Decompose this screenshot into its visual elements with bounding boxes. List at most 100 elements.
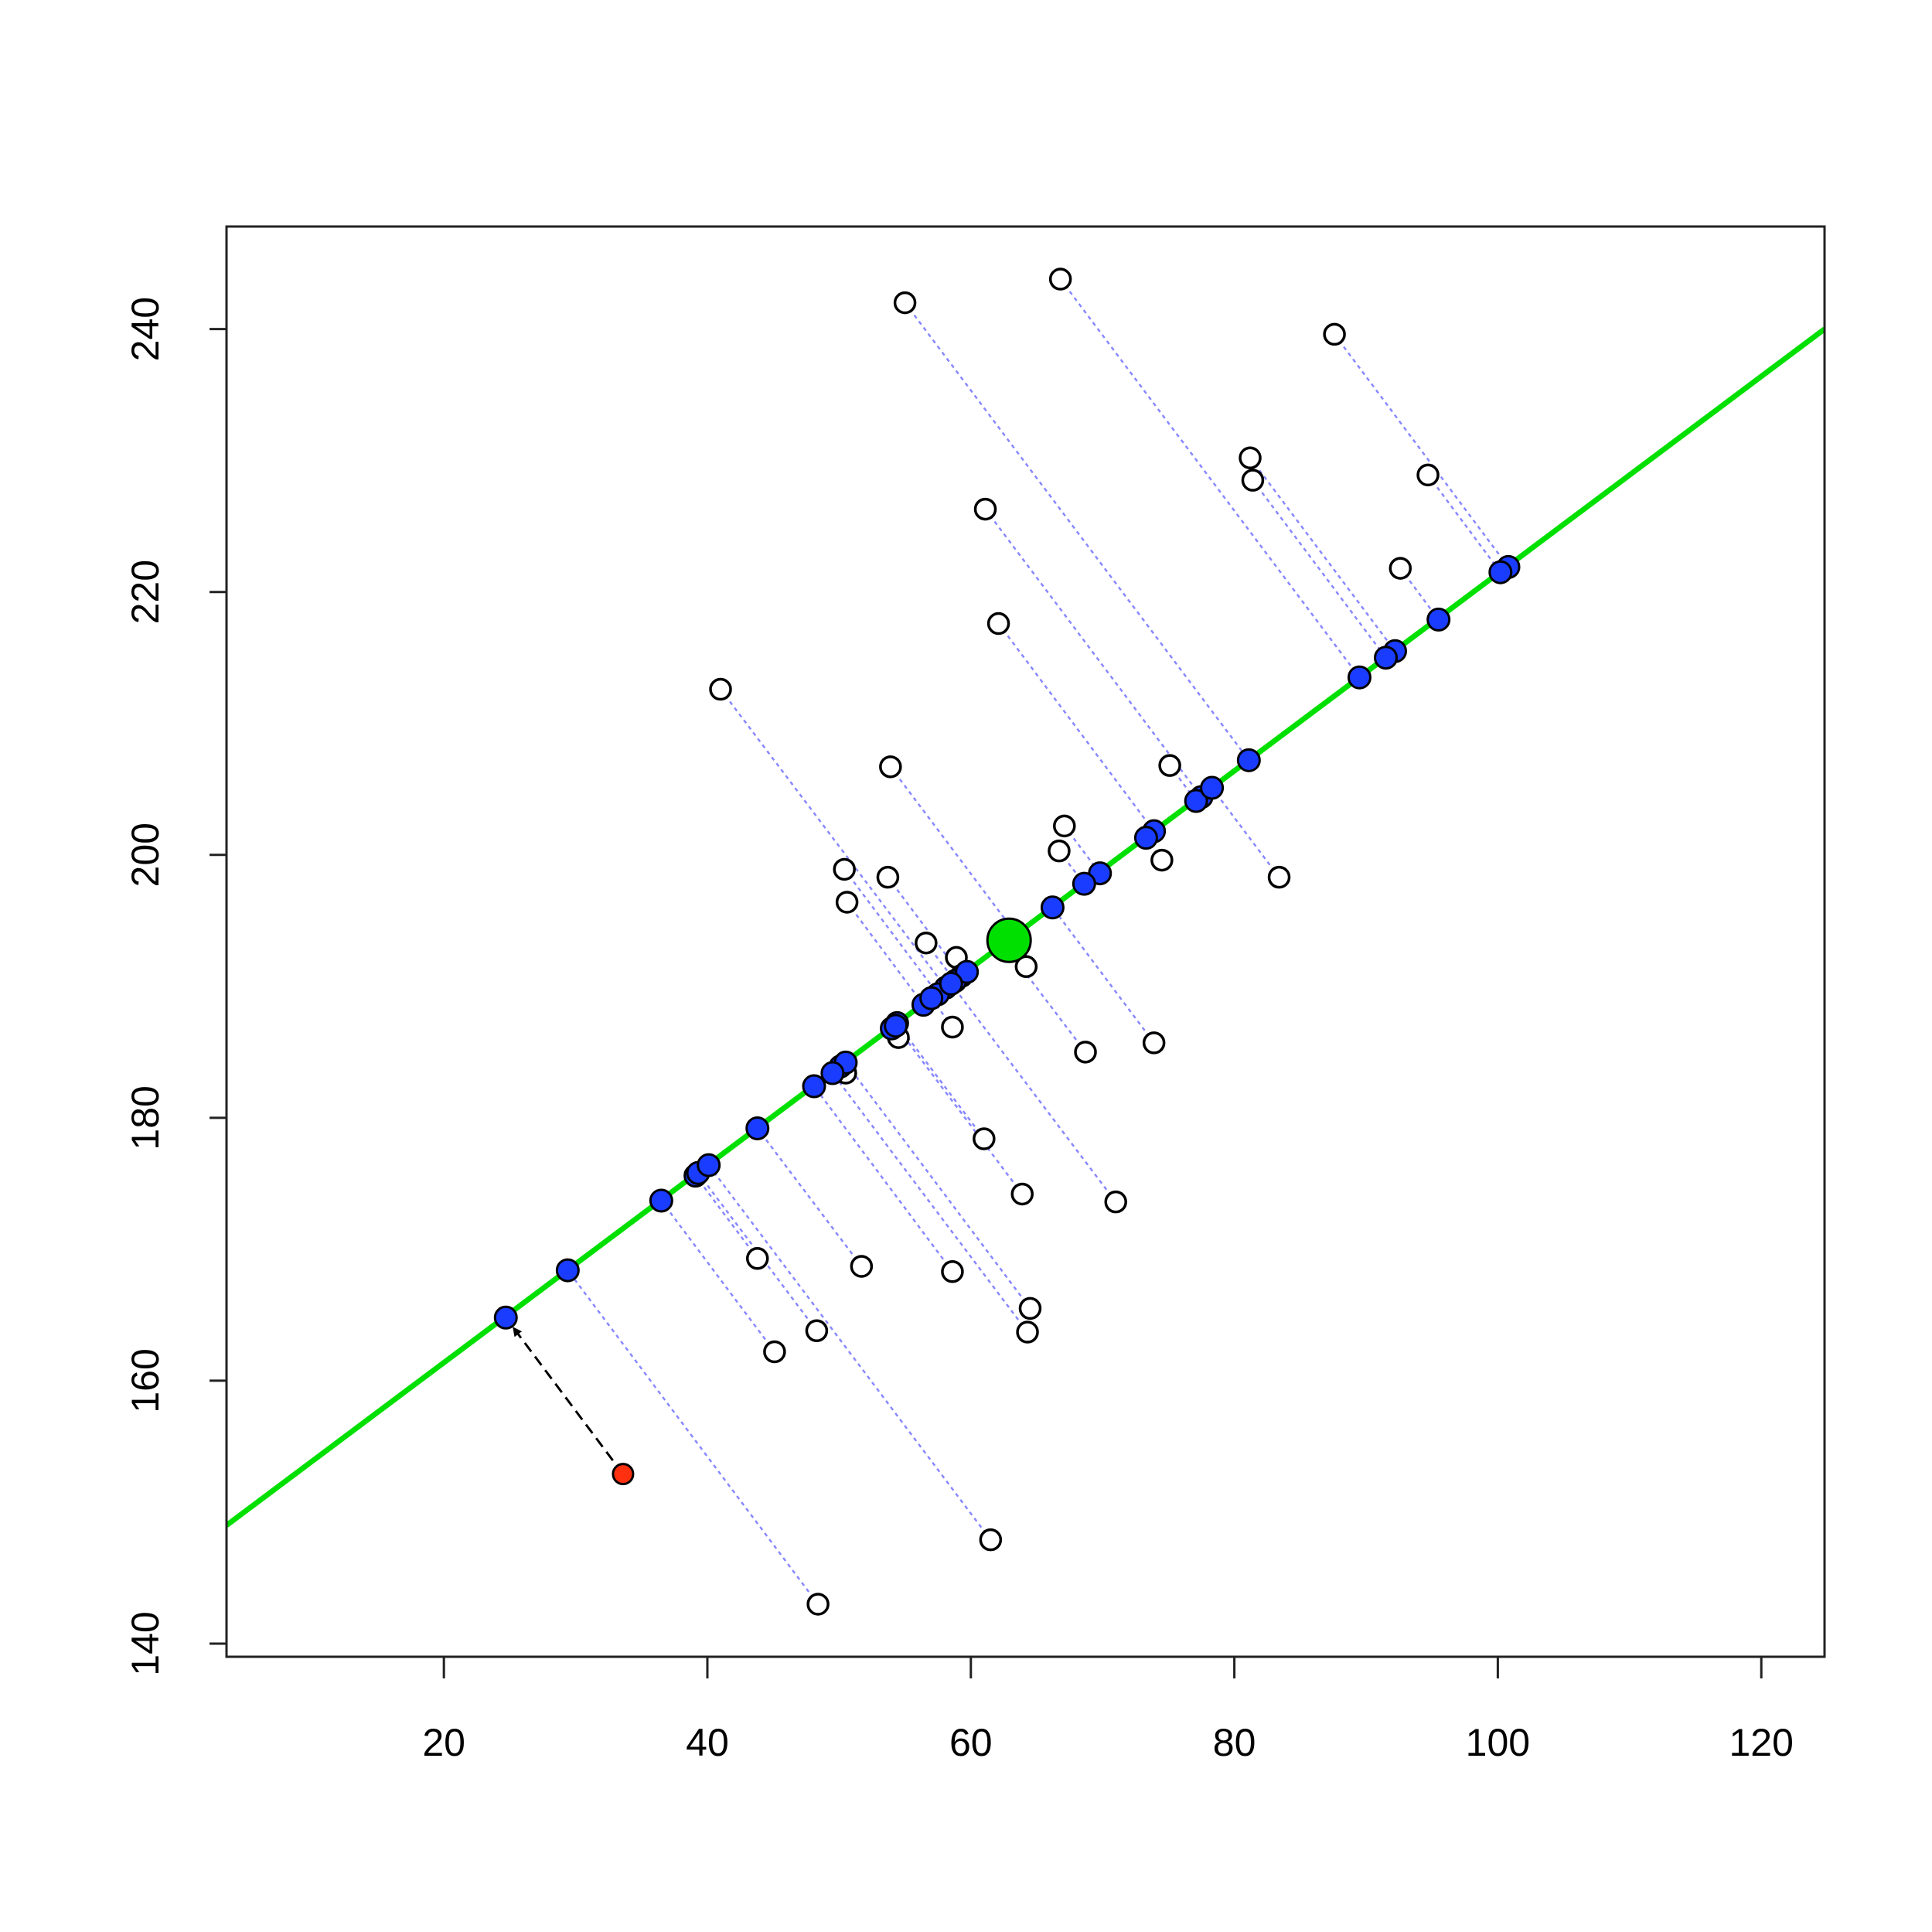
y-tick-label: 140 [124,1611,167,1675]
projection-connector [846,901,925,1006]
projection-connector [813,1085,953,1273]
projection-connector [930,997,953,1028]
observed-point [709,677,732,701]
observed-point [850,1255,874,1278]
x-tick-label: 100 [1466,1721,1530,1764]
y-tick-label: 160 [124,1348,167,1412]
center-point [986,917,1032,963]
observed-point [833,857,856,881]
y-tick-label: 180 [124,1085,167,1150]
highlight-projection [493,1305,518,1330]
projected-point [820,1061,845,1085]
projected-point [1184,789,1208,813]
observed-point [1241,469,1265,492]
projection-connector [1252,479,1387,659]
projected-point [745,1116,770,1140]
observed-point [1150,848,1174,872]
observed-point [893,291,917,315]
projection-connector [707,1164,992,1541]
y-tick-label: 220 [124,560,167,624]
projection-connector [831,1072,1029,1333]
observed-point [915,931,938,955]
observed-point [1142,1031,1166,1055]
projection-connector [1334,333,1510,568]
projected-point [1200,775,1225,800]
projection-connector [756,1127,863,1267]
projected-point [802,1074,826,1099]
projection-connector [950,983,1117,1203]
projection-connector [889,766,1018,936]
observed-point [941,1260,964,1283]
projection-connector [1211,787,1280,878]
projection-connector [1051,907,1155,1044]
observed-point [1389,557,1412,580]
x-tick-label: 60 [949,1721,993,1764]
projected-point [1236,748,1261,772]
observed-point [1104,1190,1127,1214]
projection-connector [843,868,939,995]
x-tick-label: 20 [422,1721,465,1764]
observed-point [1053,814,1076,838]
x-tick-label: 40 [686,1721,729,1764]
projection-connector [1427,474,1501,573]
projected-point [884,1014,908,1038]
projection-connector [844,1061,1031,1310]
projected-point [649,1188,673,1213]
plot-frame [225,225,1826,1658]
x-tick-label: 80 [1213,1721,1256,1764]
observed-point [835,891,859,914]
observed-point [745,1247,769,1270]
observed-point [1014,955,1038,979]
observed-point [879,755,902,779]
observed-point [1267,865,1291,889]
observed-point [805,1319,829,1343]
projection-connector [1249,457,1396,652]
projection-connector [896,1022,985,1140]
observed-point [763,1340,786,1364]
x-tick-label: 120 [1729,1721,1793,1764]
projection-arrow [512,1327,625,1475]
observed-point [876,865,900,889]
plot-area [227,267,1825,1616]
projected-point [1374,646,1399,670]
observed-point [1010,1182,1034,1206]
projection-connector [567,1269,819,1605]
observed-point [979,1528,1003,1552]
observed-point [941,1015,964,1039]
observed-point [1048,267,1072,291]
observed-point [1323,322,1346,346]
y-tick-label: 200 [124,823,167,887]
observed-point [1158,754,1181,777]
observed-point [1018,1297,1042,1320]
y-tick-label: 240 [124,297,167,361]
projection-connector [894,1025,1024,1195]
projected-point [555,1258,580,1283]
projected-point [919,986,944,1010]
observed-point [1048,839,1071,863]
projected-point [1488,560,1513,584]
observed-point [973,497,997,521]
observed-point [1074,1041,1097,1064]
projection-connector [997,622,1155,832]
projected-point [1072,871,1096,896]
projection-connector [904,302,1250,762]
observed-point [1416,463,1440,487]
projection-connector [694,1174,758,1259]
projection-connector [660,1200,775,1353]
projected-point [1133,826,1158,850]
projected-point [939,971,963,996]
observed-point [1016,1320,1039,1344]
projection-connector [697,1172,818,1332]
projected-point [955,959,980,984]
projected-point [697,1153,721,1177]
projection-connector [720,688,947,989]
projected-point [1040,895,1065,920]
projected-point [1347,665,1371,690]
observed-point [1239,446,1262,470]
projection-connector [984,508,1202,798]
highlight-point [612,1463,635,1486]
projection-connector [1059,278,1361,678]
projected-point [1426,607,1451,632]
